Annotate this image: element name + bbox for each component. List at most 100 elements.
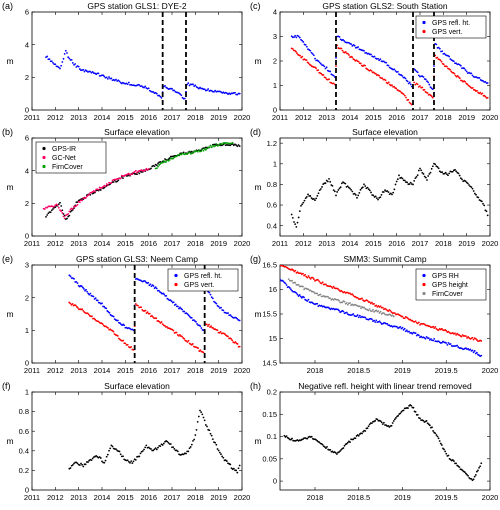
panel-e-xtick-label: 2017: [164, 366, 181, 375]
data-point: [76, 462, 79, 465]
data-point: [307, 62, 310, 65]
panel-e-legend-marker: [174, 282, 178, 287]
data-point: [152, 91, 155, 93]
data-point: [144, 169, 147, 172]
data-point: [352, 438, 355, 441]
data-point: [370, 69, 373, 72]
data-point: [314, 199, 316, 202]
data-point: [429, 86, 432, 88]
data-point: [225, 460, 228, 462]
data-point: [104, 185, 107, 188]
data-point: [416, 174, 419, 177]
data-point: [69, 467, 72, 469]
data-point: [133, 171, 136, 173]
data-point: [144, 85, 147, 88]
data-point: [215, 443, 218, 446]
data-point: [413, 81, 416, 84]
data-point: [148, 312, 151, 315]
data-point: [352, 294, 355, 297]
data-point: [323, 65, 326, 68]
data-point: [155, 92, 158, 95]
data-point: [340, 47, 343, 50]
data-point: [328, 178, 330, 180]
data-point: [325, 447, 327, 449]
data-point: [97, 320, 100, 323]
data-point: [195, 320, 197, 323]
data-point: [334, 451, 337, 454]
data-point: [431, 96, 434, 99]
data-point: [433, 65, 435, 67]
data-point: [172, 301, 175, 304]
data-point: [71, 463, 74, 466]
data-point: [470, 478, 473, 480]
data-point: [229, 314, 232, 316]
data-point: [378, 320, 381, 323]
data-point: [449, 68, 452, 71]
panel-a-xtick-label: 2013: [70, 113, 87, 122]
data-point: [187, 450, 190, 453]
panel-e-legend: GPS refl. ht. GPS vert.: [167, 268, 239, 292]
data-point: [197, 347, 200, 350]
data-point: [290, 213, 293, 216]
data-point: [202, 351, 205, 354]
data-point: [421, 86, 424, 89]
data-point: [292, 269, 295, 271]
data-point: [203, 419, 206, 422]
panel-g-ytick-label: 16: [269, 285, 277, 294]
data-point: [68, 57, 71, 60]
data-point: [306, 437, 309, 440]
data-point: [87, 292, 90, 295]
panel-b: 2011 2012 2013 2014 2015 2016 2017 2018 2019 2020…: [2, 127, 250, 248]
data-point: [155, 317, 158, 320]
data-point: [364, 64, 366, 67]
panel-f-ytick-label: 0.8: [19, 407, 29, 416]
panel-a: 2011 2012 2013 2014 2015 2016 2017 2018 2019 2020…: [2, 1, 250, 122]
panel-e-xtick-label: 2011: [24, 366, 40, 375]
data-point: [484, 95, 487, 98]
data-point: [480, 200, 483, 203]
data-point: [188, 151, 191, 154]
data-point: [46, 55, 49, 58]
data-point: [179, 93, 182, 96]
data-point: [477, 469, 479, 472]
data-point: [486, 96, 489, 99]
data-point: [214, 301, 217, 304]
data-point: [150, 448, 152, 450]
data-point: [70, 59, 73, 61]
data-point: [432, 325, 435, 328]
data-point: [193, 438, 196, 441]
data-point: [392, 191, 395, 194]
panel-a-ytick-label: 2: [25, 73, 29, 82]
data-point: [340, 289, 343, 292]
data-point: [469, 348, 472, 351]
panel-e-ytick-label: 1: [25, 326, 29, 335]
data-point: [106, 184, 109, 186]
data-point: [318, 441, 321, 444]
data-point: [76, 203, 79, 206]
data-point: [167, 441, 170, 444]
panel-d-xtick-label: 2011: [272, 239, 288, 248]
data-point: [204, 148, 207, 151]
panel-e-legend-box: [167, 268, 239, 292]
data-point: [109, 447, 112, 450]
data-point: [295, 292, 298, 295]
data-point: [232, 144, 235, 147]
data-point: [236, 145, 239, 148]
panel-b-ytick-label: 4: [25, 166, 29, 175]
data-point: [149, 283, 152, 286]
data-point: [45, 215, 47, 218]
data-point: [143, 448, 145, 451]
data-point: [230, 467, 233, 470]
data-point: [403, 317, 406, 320]
data-point: [422, 173, 425, 175]
data-point: [467, 474, 470, 477]
data-point: [319, 62, 322, 65]
panel-f-xtick-label: 2015: [117, 493, 134, 502]
data-point: [69, 208, 72, 211]
panel-g-series-gps-rh: [280, 278, 483, 358]
panel-c-ylabel: m: [254, 56, 261, 66]
data-point: [234, 91, 236, 94]
data-point: [144, 446, 147, 449]
panel-g-plot-area: [280, 265, 483, 358]
data-point: [471, 336, 474, 339]
